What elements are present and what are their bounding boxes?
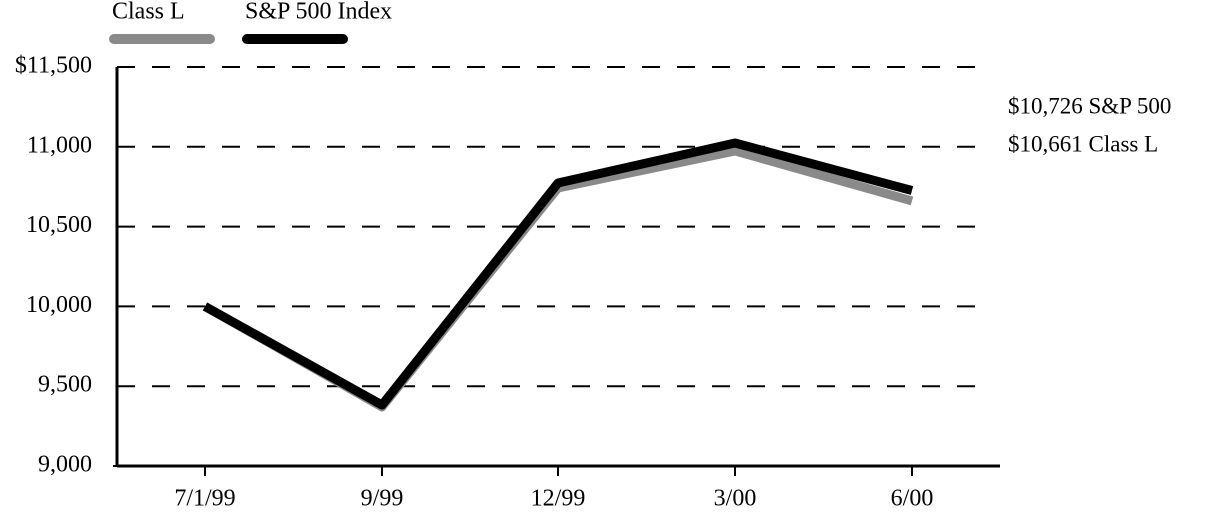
y-tick-label: $11,500 xyxy=(15,53,92,79)
y-tick-label: 10,000 xyxy=(26,292,92,318)
series-line xyxy=(202,138,914,410)
x-tick-label: 12/99 xyxy=(531,486,586,512)
x-tick-label: 3/00 xyxy=(714,486,757,512)
y-tick-label: 9,000 xyxy=(38,452,92,478)
y-tick-label: 11,000 xyxy=(27,132,92,158)
y-tick-label: 9,500 xyxy=(38,372,92,398)
x-tick-label: 9/99 xyxy=(361,486,404,512)
legend-label: S&P 500 Index xyxy=(245,0,392,25)
annotation: $10,661 Class L xyxy=(1008,131,1158,156)
legend-label: Class L xyxy=(112,0,185,25)
x-tick-label: 6/00 xyxy=(891,486,934,512)
x-tick-label: 7/1/99 xyxy=(174,486,235,512)
annotation: $10,726 S&P 500 xyxy=(1008,93,1171,118)
y-tick-label: 10,500 xyxy=(26,212,92,238)
